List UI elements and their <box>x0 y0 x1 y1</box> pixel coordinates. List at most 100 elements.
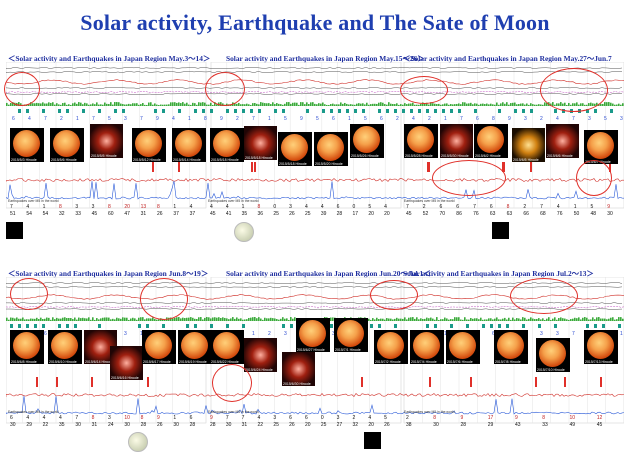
count-top-value: 2 <box>422 204 426 210</box>
count-bottom-value: 31 <box>140 211 147 217</box>
count-top-value: 7 <box>540 204 543 210</box>
svg-text:9: 9 <box>508 116 511 122</box>
count-bottom-value: 20 <box>305 422 311 428</box>
svg-text:3: 3 <box>540 331 543 337</box>
highlight-ring <box>432 160 506 196</box>
solar-image-1-2: 2015/5/6 Hinode <box>50 128 84 162</box>
moon-new-2 <box>492 222 509 239</box>
count-top-value: 1 <box>42 204 46 210</box>
svg-text:1: 1 <box>188 116 191 122</box>
count-top-value: 3 <box>336 415 340 421</box>
svg-text:7: 7 <box>460 116 463 122</box>
count-top-value: 8 <box>257 204 261 210</box>
count-top-value: 3 <box>289 204 292 210</box>
count-bottom-value: 29 <box>26 422 32 428</box>
count-top-value: 3 <box>273 415 277 421</box>
count-bottom-value: 28 <box>189 422 196 428</box>
count-top-value: 4 <box>26 415 30 421</box>
count-top-value: 2 <box>523 204 527 210</box>
count-bottom-value: 37 <box>189 211 196 217</box>
svg-text:7: 7 <box>140 116 143 122</box>
count-top-value: 4 <box>368 415 372 421</box>
count-bottom-value: 29 <box>487 422 494 428</box>
svg-text:1: 1 <box>620 331 623 337</box>
count-top-value: 4 <box>42 415 46 421</box>
svg-text:6: 6 <box>380 116 383 122</box>
count-bottom-value: 54 <box>26 211 32 217</box>
count-top-value: 6 <box>456 204 460 210</box>
count-header-1: Earthquakes over M5 in the world <box>8 199 59 203</box>
count-bottom-value: 54 <box>42 211 49 217</box>
count-bottom-value: 45 <box>91 211 98 217</box>
solar-image-4-5: 2015/6/17 Hinode <box>142 330 176 364</box>
solar-image-1-1: 2015/5/3 Hinode <box>10 128 44 162</box>
svg-text:1: 1 <box>268 116 271 122</box>
count-top-value: 1 <box>173 415 177 421</box>
count-bottom-value: 48 <box>590 211 597 217</box>
svg-text:3: 3 <box>124 116 127 122</box>
count-top-value: 8 <box>506 204 510 210</box>
highlight-ring <box>212 364 252 402</box>
svg-text:1: 1 <box>444 331 447 337</box>
count-top-value: 4 <box>59 415 62 421</box>
solar-image-6-1: 2015/7/2 Hinode <box>374 330 408 364</box>
svg-text:8: 8 <box>204 116 207 122</box>
count-bottom-value: 52 <box>422 211 429 217</box>
count-top-value: 8 <box>542 415 546 421</box>
panel-title-2: Solar activity and Earthquakes in Japan … <box>226 54 425 63</box>
svg-text:6: 6 <box>476 116 479 122</box>
count-top-value: 10 <box>124 415 130 421</box>
count-top-value: 9 <box>210 415 213 421</box>
solar-image-6-4: 2015/7/8 Hinode <box>494 330 528 364</box>
count-top-value: 7 <box>225 415 229 421</box>
count-top-value: 0 <box>320 415 324 421</box>
solar-image-3-4: 2015/6/5 Hinode <box>512 128 545 162</box>
count-bottom-value: 35 <box>241 211 248 217</box>
count-bottom-value: 25 <box>273 211 279 217</box>
count-header-5: Earthquakes over M5 in the world <box>208 410 259 414</box>
solar-image-2-5: 2015/5/26 Hinode <box>350 124 384 158</box>
count-top-value: 3 <box>75 204 79 210</box>
count-top-value: 17 <box>487 415 494 421</box>
count-bottom-value: 51 <box>10 211 16 217</box>
count-top-value: 6 <box>305 415 308 421</box>
svg-text:7: 7 <box>44 116 47 122</box>
count-bottom-value: 47 <box>124 211 130 217</box>
count-bottom-value: 26 <box>289 422 295 428</box>
svg-text:5: 5 <box>108 116 111 122</box>
solar-image-6-2: 2015/7/4 Hinode <box>410 330 444 364</box>
highlight-ring <box>205 72 245 106</box>
count-top-value: 7 <box>241 415 245 421</box>
count-top-value: 7 <box>10 204 13 210</box>
count-top-value: 3 <box>91 204 95 210</box>
count-bottom-value: 45 <box>210 211 216 217</box>
solar-image-6-3: 2015/7/6 Hinode <box>446 330 480 364</box>
count-header-3: Earthquakes over M5 in the world <box>404 199 455 203</box>
count-bottom-value: 17 <box>352 211 359 217</box>
solar-image-6-6: 2015/7/13 Hinode <box>584 330 618 364</box>
solar-image-2-2: 2015/5/18 Hinode <box>244 126 277 160</box>
panel-title-3: ＜Solar activity and Earthquakes in Japan… <box>403 54 612 63</box>
solar-image-1-4: 2015/5/12 Hinode <box>132 128 166 162</box>
count-top-value: 4 <box>225 204 229 210</box>
svg-text:1: 1 <box>76 116 79 122</box>
svg-text:5: 5 <box>316 116 319 122</box>
svg-text:3: 3 <box>332 331 335 337</box>
count-top-value: 8 <box>157 204 160 210</box>
svg-text:7: 7 <box>92 116 95 122</box>
count-top-value: 5 <box>384 415 387 421</box>
svg-text:1: 1 <box>252 331 255 337</box>
solar-image-5-4: 2015/6/30 Hinode <box>282 352 315 386</box>
panel-title-6: Solar activity and Earthquakes in Japan … <box>403 269 594 278</box>
count-top-value: 6 <box>439 204 443 210</box>
count-top-value: 2 <box>352 415 356 421</box>
count-header-2: Earthquakes over M5 in the world <box>208 199 259 203</box>
count-bottom-value: 30 <box>10 422 16 428</box>
count-top-value: 8 <box>91 415 95 421</box>
svg-text:1: 1 <box>140 331 143 337</box>
count-bottom-value: 33 <box>75 211 81 217</box>
count-bottom-value: 28 <box>336 211 343 217</box>
count-bottom-value: 45 <box>406 211 412 217</box>
svg-text:3: 3 <box>588 116 591 122</box>
count-bottom-value: 25 <box>273 422 279 428</box>
